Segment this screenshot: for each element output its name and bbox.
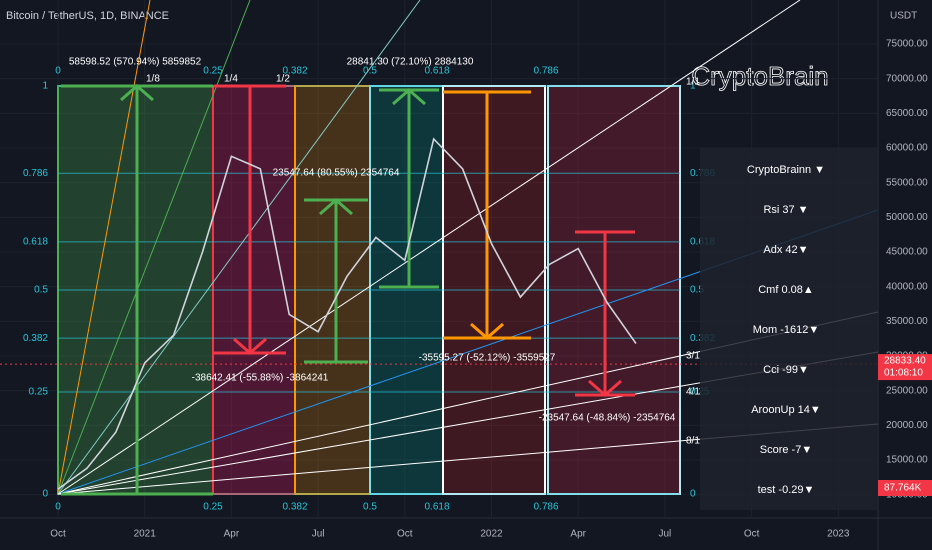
y-tick-label: 35000.00	[886, 316, 928, 327]
last-price-box	[878, 354, 932, 381]
fib-time-bottom: 0.382	[282, 502, 307, 513]
y-tick-label: 45000.00	[886, 247, 928, 258]
panel-row: AroonUp 14▼	[751, 404, 821, 416]
x-tick-label: 2021	[134, 529, 157, 540]
y-tick-label: 40000.00	[886, 281, 928, 292]
panel-row: Score -7▼	[760, 444, 812, 456]
logo: CryptoBrain	[691, 61, 828, 91]
x-tick-label: Oct	[50, 529, 66, 540]
fib-label-left: 0.5	[34, 285, 48, 296]
fan-line	[57, 0, 251, 495]
fib-time-top: 0.25	[203, 66, 223, 77]
arrow	[575, 230, 635, 397]
arrow	[214, 84, 286, 355]
measurement: 28841.30 (72.10%) 2884130	[347, 57, 474, 68]
fib-label-left: 1	[42, 81, 48, 92]
fib-time-bottom: 0.786	[533, 502, 558, 513]
y-tick-label: 65000.00	[886, 108, 928, 119]
x-tick-label: Apr	[224, 529, 240, 540]
panel-row: test -0.29▼	[758, 484, 815, 496]
fib-label-left: 0	[42, 489, 48, 500]
x-tick-label: Apr	[570, 529, 586, 540]
fib-label-right: 1	[690, 81, 696, 92]
indicator-panel	[700, 148, 878, 510]
panel-row: Rsi 37 ▼	[763, 204, 808, 216]
y-tick-label: 20000.00	[886, 420, 928, 431]
fib-time-bottom: 0.25	[203, 502, 223, 513]
y-tick-label: 25000.00	[886, 385, 928, 396]
volume-box	[878, 480, 932, 496]
chart-title: Bitcoin / TetherUS, 1D, BINANCE	[6, 10, 169, 22]
fan-label: 1/2	[276, 74, 290, 85]
x-tick-label: 2022	[480, 529, 503, 540]
panel-row: CryptoBrainn ▼	[747, 164, 825, 176]
fib-label-left: 0.618	[23, 236, 48, 247]
y-tick-label: 75000.00	[886, 39, 928, 50]
fib-label-left: 0.382	[23, 333, 48, 344]
measurement: 23547.64 (80.55%) 2354764	[273, 168, 400, 179]
fib-time-top: 0.382	[282, 66, 307, 77]
countdown: 01:08:10	[884, 368, 923, 379]
fan-label: 3/1	[686, 351, 700, 362]
measurement: -38642.41 (-55.88%) -3864241	[192, 373, 329, 384]
x-tick-label: Oct	[744, 529, 760, 540]
arrow	[304, 198, 368, 364]
measurement: 58598.52 (570.94%) 5859852	[69, 57, 202, 68]
fib-time-top: 0.5	[363, 66, 377, 77]
fan-label: 4/1	[686, 387, 700, 398]
fib-time-top: 0	[55, 66, 61, 77]
y-tick-label: 55000.00	[886, 177, 928, 188]
fib-time-bottom: 0.618	[424, 502, 449, 513]
volume-label: 87.764K	[884, 483, 922, 494]
fib-time-bottom: 0.5	[363, 502, 377, 513]
panel-row: Mom -1612▼	[753, 324, 820, 336]
y-unit: USDT	[890, 11, 917, 22]
fan-label: 1/4	[224, 74, 238, 85]
arrow	[61, 84, 213, 496]
arrow	[443, 90, 531, 340]
fan-line	[57, 0, 151, 495]
panel-row: Cci -99▼	[763, 364, 809, 376]
fib-label-left: 0.25	[29, 387, 49, 398]
y-tick-label: 70000.00	[886, 73, 928, 84]
fan-label: 1/1	[686, 77, 700, 88]
panel-row: Cmf 0.08▲	[758, 284, 814, 296]
x-tick-label: Jul	[312, 529, 325, 540]
arrow	[379, 88, 439, 289]
fib-label-left: 0.786	[23, 168, 48, 179]
x-tick-label: Jul	[659, 529, 672, 540]
fan-line	[57, 0, 801, 495]
measurement: -35595.27 (-52.12%) -3559527	[419, 353, 556, 364]
x-tick-label: 2023	[827, 529, 850, 540]
fib-label-right: 0.5	[690, 285, 704, 296]
fan-label: 1/8	[146, 74, 160, 85]
fib-time-top: 0.786	[533, 66, 558, 77]
fan-label: 8/1	[686, 436, 700, 447]
panel-row: Adx 42▼	[763, 244, 808, 256]
last-price-label: 28833.40	[884, 356, 926, 367]
price-line	[57, 137, 637, 490]
y-tick-label: 60000.00	[886, 143, 928, 154]
fib-label-right: 0	[690, 489, 696, 500]
fan-line	[57, 0, 421, 495]
y-tick-label: 50000.00	[886, 212, 928, 223]
fib-time-top: 0.618	[424, 66, 449, 77]
fib-time-bottom: 0	[55, 502, 61, 513]
y-tick-label: 15000.00	[886, 455, 928, 466]
measurement: -23547.64 (-48.84%) -2354764	[539, 413, 676, 424]
fib-label-right: 0.25	[690, 387, 710, 398]
x-tick-label: Oct	[397, 529, 413, 540]
